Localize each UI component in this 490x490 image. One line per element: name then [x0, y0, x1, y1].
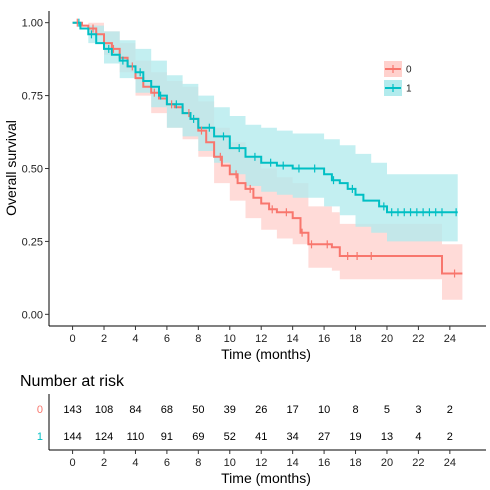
x-tick-label: 8 — [195, 333, 201, 345]
risk-cell: 8 — [352, 404, 358, 416]
y-tick-label: 0.75 — [22, 91, 43, 103]
x-tick-label: 4 — [132, 333, 138, 345]
risk-cell: 27 — [318, 431, 330, 443]
risk-cell: 108 — [95, 404, 113, 416]
risk-cell: 91 — [161, 431, 173, 443]
censor-marks — [76, 18, 457, 278]
x-tick-label: 6 — [164, 333, 170, 345]
risk-cell: 10 — [318, 404, 330, 416]
risk-x-tick-label: 22 — [412, 457, 424, 469]
risk-cell: 3 — [415, 404, 421, 416]
survival-plot: 0.000.250.500.751.000 2 4 6 8 10 12 14 16 18 20 22 2… — [3, 11, 486, 362]
y-axis-title: Overall survival — [3, 120, 19, 216]
legend-item-1: 1 — [384, 80, 412, 96]
x-tick-label: 12 — [255, 333, 267, 345]
x-tick-label: 20 — [381, 333, 393, 345]
x-tick-label: 2 — [101, 333, 107, 345]
risk-x-tick-label: 12 — [255, 457, 267, 469]
legend-item-0: 0 — [384, 61, 412, 77]
risk-cell: 2 — [447, 404, 453, 416]
risk-row-label-0: 0 — [37, 404, 43, 416]
confidence-bands — [72, 22, 463, 300]
risk-cell: 69 — [192, 431, 204, 443]
risk-x-tick-label: 0 — [70, 457, 76, 469]
risk-x-tick-label: 20 — [381, 457, 393, 469]
y-tick-label: 0.25 — [22, 236, 43, 248]
y-tick-label: 0.50 — [22, 164, 43, 176]
risk-cell: 52 — [224, 431, 236, 443]
risk-table-cells: 0 143 108 84 68 50 39 26 17 10 8 5 3 21 144 124 110 91 69 5… — [37, 404, 453, 443]
risk-cell: 26 — [255, 404, 267, 416]
risk-table-title: Number at risk — [20, 373, 125, 390]
y-tick-label: 0.00 — [22, 309, 43, 321]
risk-cell: 34 — [287, 431, 299, 443]
legend-label: 1 — [406, 84, 412, 95]
risk-cell: 84 — [129, 404, 141, 416]
risk-x-tick-label: 6 — [164, 457, 170, 469]
risk-cell: 17 — [287, 404, 299, 416]
risk-cell: 2 — [447, 431, 453, 443]
risk-x-tick-label: 10 — [224, 457, 236, 469]
x-tick-label: 16 — [318, 333, 330, 345]
risk-cell: 5 — [384, 404, 390, 416]
risk-x-tick-label: 16 — [318, 457, 330, 469]
survival-curve-0 — [72, 21, 463, 275]
survival-curves — [72, 21, 463, 275]
y-tick-label: 1.00 — [22, 18, 43, 30]
risk-x-tick-label: 14 — [287, 457, 299, 469]
risk-x-axis-title: Time (months) — [221, 470, 311, 486]
risk-cell: 124 — [95, 431, 113, 443]
x-tick-label: 14 — [287, 333, 299, 345]
confidence-band-1 — [72, 22, 458, 242]
x-tick-label: 22 — [412, 333, 424, 345]
risk-cell: 110 — [127, 431, 145, 443]
risk-table: Number at risk 0 143 108 84 68 50 39 26 17 10 8 5 3 2… — [20, 373, 486, 486]
risk-x-tick-label: 24 — [444, 457, 456, 469]
risk-x-tick-label: 8 — [195, 457, 201, 469]
x-tick-label: 18 — [349, 333, 361, 345]
x-tick-label: 10 — [224, 333, 236, 345]
risk-x-tick-label: 2 — [101, 457, 107, 469]
legend: 01 — [384, 61, 412, 96]
risk-cell: 68 — [161, 404, 173, 416]
risk-row-label-1: 1 — [37, 431, 43, 443]
risk-cell: 4 — [415, 431, 421, 443]
risk-x-tick-label: 18 — [349, 457, 361, 469]
survival-curve-1 — [72, 21, 458, 214]
risk-x-tick-label: 4 — [132, 457, 138, 469]
risk-cell: 19 — [349, 431, 361, 443]
x-tick-label: 24 — [444, 333, 456, 345]
risk-cell: 41 — [255, 431, 267, 443]
x-axis-title: Time (months) — [221, 346, 311, 362]
plot-axes: 0.000.250.500.751.000 2 4 6 8 10 12 14 16 18 20 22 2… — [22, 11, 486, 345]
risk-cell: 50 — [192, 404, 204, 416]
risk-cell: 143 — [63, 404, 81, 416]
legend-label: 0 — [406, 65, 412, 76]
risk-cell: 39 — [224, 404, 236, 416]
risk-table-axes: 0 2 4 6 8 10 12 14 16 18 20 22 24 — [48, 394, 486, 469]
x-tick-label: 0 — [70, 333, 76, 345]
risk-cell: 144 — [63, 431, 81, 443]
risk-cell: 13 — [381, 431, 393, 443]
